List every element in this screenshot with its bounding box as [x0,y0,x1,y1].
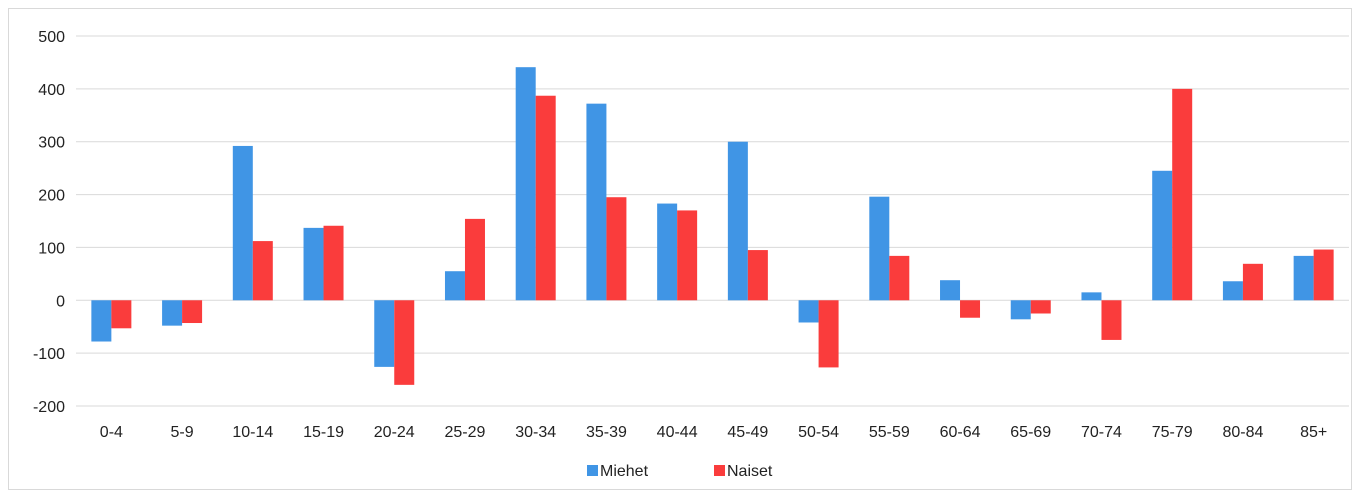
x-axis-tick-labels: 0-4 5-9 10-14 15-19 20-24 25-29 30-34 35-39 40-4… [100,424,1327,441]
x-tick-label: 20-24 [374,424,415,441]
bar-naiset-80-84 [1242,263,1263,301]
x-tick-label: 35-39 [586,424,627,441]
bar-naiset-75-79 [1172,88,1193,301]
bar-naiset-20-24 [394,300,415,385]
bar-miehet-20-24 [374,300,395,367]
y-tick-label: 400 [38,82,65,99]
bar-naiset-25-29 [464,218,485,301]
bar-naiset-65-69 [1030,300,1051,314]
bar-miehet-25-29 [444,271,465,301]
legend-label-naiset: Naiset [727,463,773,480]
bar-miehet-15-19 [303,227,324,301]
bar-naiset-40-44 [677,210,698,301]
x-tick-label: 50-54 [798,424,839,441]
bar-miehet-45-49 [727,141,748,301]
x-tick-label: 55-59 [869,424,910,441]
bar-miehet-55-59 [869,196,890,301]
bar-naiset-30-34 [535,95,556,301]
bar-naiset-35-39 [606,197,627,301]
y-tick-label: 100 [38,240,65,257]
bars [91,67,1334,385]
bar-miehet-85+ [1293,255,1314,301]
bar-naiset-45-49 [747,250,768,301]
y-tick-label: -100 [33,346,65,363]
bar-naiset-85+ [1313,249,1334,301]
y-tick-label: 500 [38,29,65,46]
x-tick-label: 40-44 [657,424,698,441]
bar-naiset-70-74 [1101,300,1122,340]
x-tick-label: 75-79 [1152,424,1193,441]
legend-label-miehet: Miehet [600,463,649,480]
bar-miehet-65-69 [1010,300,1031,320]
bar-miehet-60-64 [940,280,961,301]
bar-naiset-0-4 [111,300,132,329]
x-tick-label: 85+ [1300,424,1327,441]
gridlines [76,35,1349,407]
x-tick-label: 65-69 [1010,424,1051,441]
bar-naiset-10-14 [252,241,273,301]
chart-container: -200 -100 0 100 200 300 400 500 0-4 5-9 10-14 15-1… [8,8,1352,490]
bar-naiset-60-64 [960,300,981,318]
bar-miehet-40-44 [657,203,678,301]
bar-miehet-80-84 [1222,281,1243,301]
x-tick-label: 30-34 [515,424,556,441]
bar-miehet-5-9 [162,300,183,326]
bar-miehet-10-14 [232,145,253,301]
y-tick-label: 0 [56,293,65,310]
bar-miehet-0-4 [91,300,112,342]
y-tick-label: 200 [38,188,65,205]
bar-miehet-70-74 [1081,292,1102,301]
legend-swatch-miehet [587,465,598,476]
bar-naiset-5-9 [182,300,203,324]
bar-miehet-35-39 [586,103,607,301]
y-tick-label: 300 [38,135,65,152]
x-tick-label: 60-64 [940,424,981,441]
y-axis-tick-labels: -200 -100 0 100 200 300 400 500 [33,29,65,416]
bar-miehet-75-79 [1152,170,1173,301]
bar-miehet-50-54 [798,300,819,323]
legend: Miehet Naiset [587,463,773,480]
x-tick-label: 80-84 [1222,424,1263,441]
x-tick-label: 0-4 [100,424,123,441]
x-tick-label: 5-9 [171,424,194,441]
bar-naiset-15-19 [323,225,344,301]
bar-naiset-55-59 [889,255,910,301]
x-tick-label: 45-49 [727,424,768,441]
bar-miehet-30-34 [515,67,536,301]
x-tick-label: 10-14 [232,424,273,441]
bar-naiset-50-54 [818,300,839,368]
x-tick-label: 70-74 [1081,424,1122,441]
x-tick-label: 25-29 [445,424,486,441]
x-tick-label: 15-19 [303,424,344,441]
bar-chart: -200 -100 0 100 200 300 400 500 0-4 5-9 10-14 15-1… [33,29,1349,480]
legend-swatch-naiset [714,465,725,476]
y-tick-label: -200 [33,399,65,416]
